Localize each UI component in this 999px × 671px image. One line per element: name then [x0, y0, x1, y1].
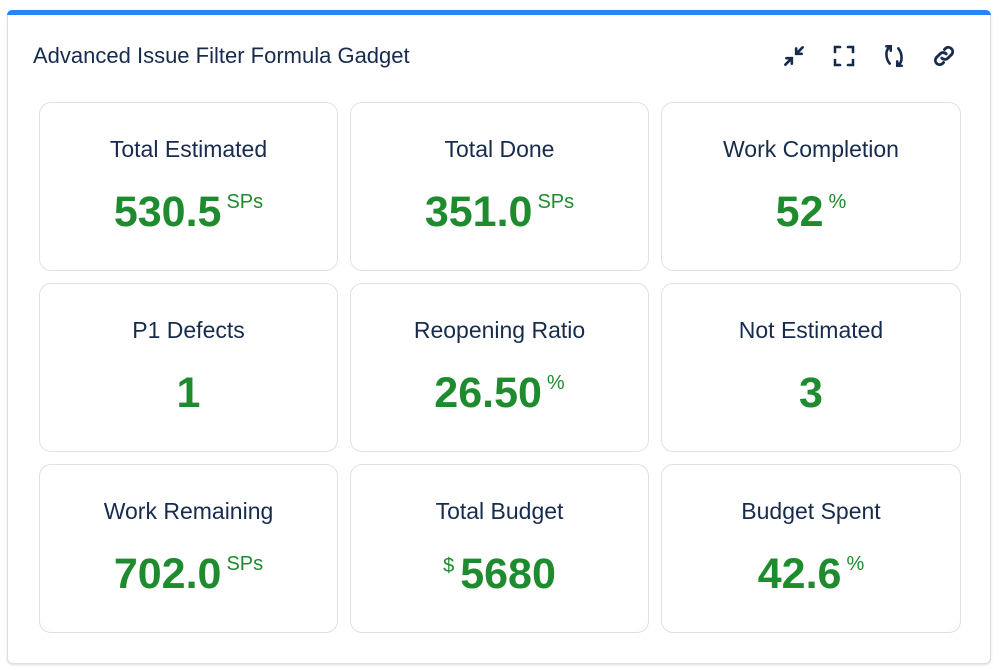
metric-value-row: 26.50% — [351, 368, 648, 418]
metric-prefix: $ — [443, 555, 455, 577]
metric-tile: Work Completion 52% — [661, 102, 961, 271]
metric-tile: Total Done 351.0 SPs — [350, 102, 649, 271]
metric-value: 52 — [775, 188, 824, 236]
metric-tile: Total Estimated 530.5 SPs — [39, 102, 338, 271]
metric-tile: Budget Spent 42.6% — [661, 464, 961, 633]
metric-tile: Not Estimated 3 — [661, 283, 961, 452]
metric-value-row: $5680 — [351, 549, 648, 599]
metric-unit: % — [546, 372, 565, 394]
metric-value-row: 530.5 SPs — [40, 187, 337, 237]
metric-value: 3 — [799, 369, 823, 417]
metric-unit: SPs — [226, 191, 264, 213]
metric-unit: SPs — [226, 553, 264, 575]
fullscreen-icon[interactable] — [830, 42, 858, 70]
metric-value-row: 52% — [662, 187, 960, 237]
metric-label: Total Done — [444, 136, 555, 162]
metric-unit: SPs — [537, 191, 575, 213]
formula-gadget: Advanced Issue Filter Formula Gadget Tot… — [7, 10, 991, 664]
metric-value: 5680 — [460, 550, 556, 598]
gadget-accent-bar — [7, 10, 991, 15]
metric-label: Work Remaining — [103, 498, 274, 524]
metric-value: 530.5 — [113, 188, 222, 236]
metric-tile: Work Remaining 702.0 SPs — [39, 464, 338, 633]
metric-label: P1 Defects — [132, 317, 245, 343]
metric-tile: Total Budget $5680 — [350, 464, 649, 633]
metric-value-row: 351.0 SPs — [351, 187, 648, 237]
metric-value: 1 — [176, 369, 201, 417]
metric-value: 351.0 — [424, 188, 533, 236]
metric-label: Total Budget — [435, 498, 564, 524]
minimize-icon[interactable] — [780, 42, 808, 70]
link-icon[interactable] — [930, 42, 958, 70]
metric-value: 26.50 — [434, 369, 542, 417]
gadget-title: Advanced Issue Filter Formula Gadget — [33, 43, 410, 68]
metric-label: Not Estimated — [738, 317, 884, 343]
metric-value: 702.0 — [113, 550, 222, 598]
metric-label: Budget Spent — [741, 498, 881, 524]
metric-value-row: 1 — [40, 368, 337, 418]
metric-label: Reopening Ratio — [413, 317, 586, 343]
metric-unit: % — [846, 553, 865, 575]
metric-tile: P1 Defects 1 — [39, 283, 338, 452]
metric-value-row: 3 — [662, 368, 960, 418]
metric-value-row: 702.0 SPs — [40, 549, 337, 599]
metric-unit: % — [828, 191, 847, 213]
metric-value: 42.6 — [757, 550, 842, 598]
gadget-toolbar — [780, 42, 958, 70]
metrics-grid: Total Estimated 530.5 SPs Total Done 351.0 SP… — [39, 102, 961, 633]
refresh-icon[interactable] — [880, 42, 908, 70]
metric-tile: Reopening Ratio 26.50% — [350, 283, 649, 452]
metric-label: Total Estimated — [109, 136, 268, 162]
metric-label: Work Completion — [723, 136, 899, 162]
metric-value-row: 42.6% — [662, 549, 960, 599]
